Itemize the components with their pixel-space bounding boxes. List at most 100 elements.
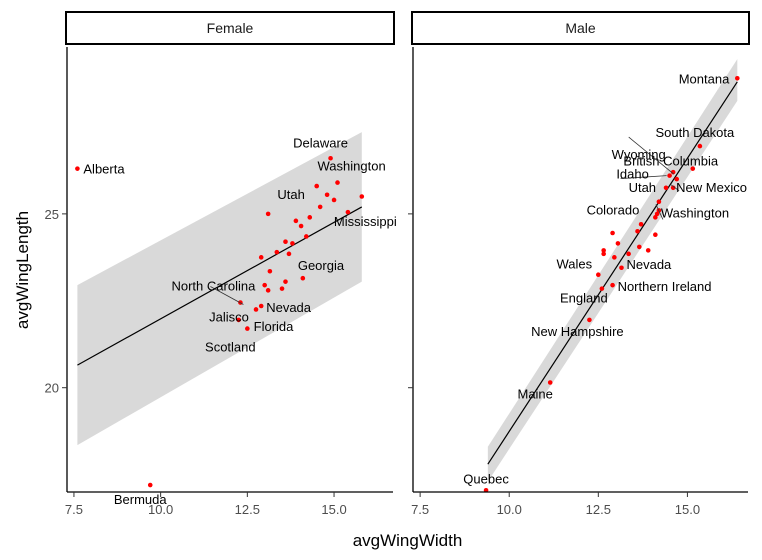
- data-point: [262, 282, 267, 288]
- confidence-band: [77, 132, 362, 446]
- panel-female: Female Alberta Bermuda Delaware Washington Ut…: [45, 11, 397, 517]
- point-label: British Columbia: [623, 154, 718, 169]
- label-leader: [210, 286, 244, 305]
- point-label: New Mexico: [676, 180, 747, 195]
- point-label: Nevada: [266, 300, 312, 315]
- data-point: [654, 211, 660, 217]
- label-leader: [620, 175, 667, 180]
- data-point: [615, 241, 621, 246]
- y-tick-label: 20: [45, 381, 59, 396]
- facet-strip: [411, 11, 750, 45]
- data-point: [317, 204, 323, 210]
- data-point: [75, 166, 80, 171]
- point-label: Bermuda: [114, 492, 168, 507]
- point-label: Georgia: [298, 258, 345, 273]
- point-label: Maine: [517, 386, 552, 401]
- data-point: [324, 192, 330, 198]
- data-point: [283, 279, 288, 284]
- data-point: [619, 265, 624, 271]
- data-point: [283, 239, 288, 244]
- point-label: Washington: [661, 205, 729, 220]
- point-label: Florida: [254, 319, 295, 334]
- point-label: Idaho: [616, 167, 649, 182]
- data-point: [253, 307, 259, 312]
- data-point: [547, 380, 553, 385]
- data-point: [612, 255, 617, 260]
- regression-line: [487, 81, 738, 465]
- y-axis-title: avgWingLength: [13, 211, 32, 329]
- data-point: [656, 199, 662, 205]
- data-point: [328, 155, 333, 161]
- data-point: [635, 228, 640, 234]
- data-point: [653, 232, 658, 238]
- point-label: Jalisco: [209, 309, 249, 324]
- data-point: [697, 143, 703, 149]
- label-leader: [670, 184, 680, 192]
- point-label: Washington: [318, 159, 386, 174]
- x-axis-title: avgWingWidth: [353, 531, 463, 550]
- data-point: [690, 166, 696, 171]
- regression-line: [77, 206, 363, 366]
- point-label: Wyoming: [612, 147, 666, 162]
- y-tick-label: 25: [45, 207, 59, 222]
- x-tick-label: 15.0: [321, 502, 346, 517]
- x-tick-label: 7.5: [65, 502, 83, 517]
- data-point: [667, 173, 672, 178]
- data-point: [236, 317, 241, 323]
- data-point: [599, 286, 605, 291]
- facet-label: Male: [565, 20, 596, 36]
- x-tick-label: 7.5: [411, 502, 429, 517]
- data-point: [307, 215, 313, 220]
- data-point: [626, 251, 631, 257]
- data-point: [335, 180, 340, 185]
- data-point: [300, 275, 306, 281]
- data-point: [279, 286, 285, 291]
- point-label: North Carolina: [171, 279, 256, 294]
- data-point: [298, 223, 304, 229]
- data-point: [674, 176, 680, 182]
- point-label: Mississippi: [334, 214, 397, 229]
- point-label: South Dakota: [655, 125, 735, 140]
- data-point: [653, 215, 658, 220]
- point-label: Alberta: [83, 162, 125, 177]
- point-label: Delaware: [293, 135, 348, 150]
- x-tick-label: 12.5: [235, 502, 260, 517]
- point-label: Utah: [277, 187, 304, 202]
- data-point: [290, 241, 295, 246]
- point-label: Utah: [629, 180, 656, 195]
- data-point: [314, 183, 320, 189]
- data-point: [293, 218, 299, 224]
- facet-strip: [65, 11, 395, 45]
- point-label: Scotland: [205, 340, 256, 355]
- data-point: [267, 268, 273, 274]
- data-point: [265, 211, 271, 217]
- data-point: [274, 249, 280, 255]
- data-point: [331, 197, 337, 203]
- data-point: [601, 248, 606, 253]
- data-point: [670, 169, 676, 175]
- data-point: [345, 209, 351, 215]
- x-tick-label: 15.0: [675, 502, 700, 517]
- data-point: [265, 288, 271, 293]
- data-point: [587, 317, 592, 323]
- point-label: Montana: [679, 71, 730, 86]
- data-point: [645, 248, 651, 253]
- facet-label: Female: [207, 20, 254, 36]
- data-point: [596, 272, 601, 278]
- data-point: [670, 185, 676, 191]
- data-point: [601, 251, 606, 257]
- point-label: Northern Ireland: [618, 279, 712, 294]
- data-point: [735, 75, 740, 81]
- data-point: [258, 303, 264, 309]
- point-label: New Hampshire: [531, 324, 623, 339]
- data-point: [359, 194, 365, 199]
- point-label: Wales: [556, 257, 592, 272]
- x-tick-label: 10.0: [148, 502, 173, 517]
- x-tick-label: 12.5: [586, 502, 611, 517]
- data-point: [245, 326, 250, 331]
- data-point: [610, 282, 615, 288]
- data-point: [258, 255, 264, 260]
- label-leader: [655, 204, 664, 220]
